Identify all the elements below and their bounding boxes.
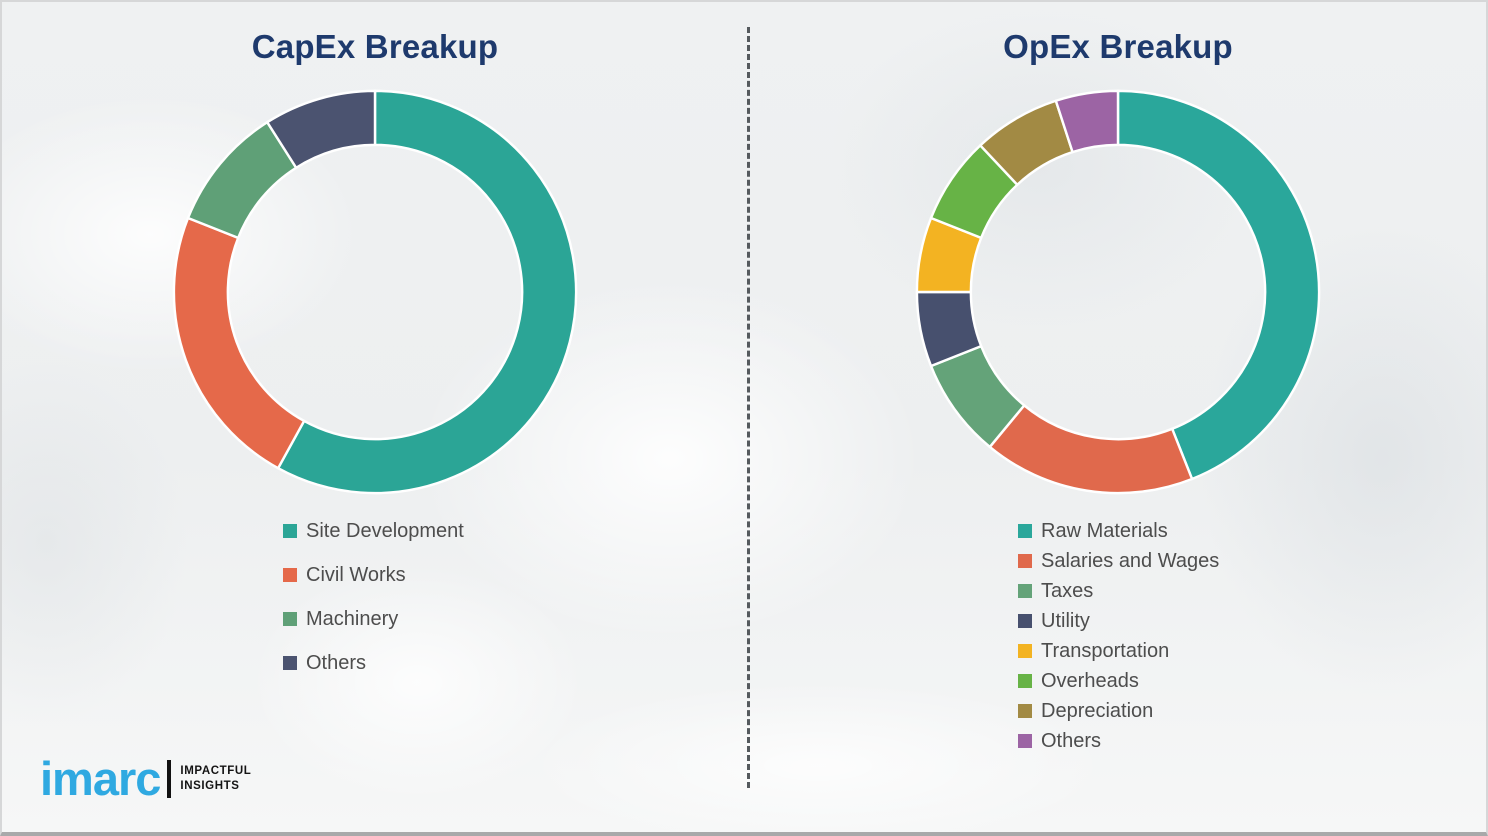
- legend-swatch: [1018, 674, 1032, 688]
- legend-label: Salaries and Wages: [1041, 549, 1220, 572]
- legend-item-salaries-and-wages: Salaries and Wages: [1018, 549, 1219, 573]
- donut-slice-others: [266, 89, 377, 169]
- legend-label: Taxes: [1041, 579, 1094, 602]
- legend-item-others: Others: [283, 651, 464, 675]
- legend-swatch: [283, 656, 297, 670]
- legend-label: Machinery: [306, 607, 399, 630]
- imarc-logo-text: imarc: [40, 752, 161, 805]
- legend-label: Depreciation: [1041, 699, 1154, 722]
- donut-slice-civil-works: [172, 216, 306, 470]
- legend-swatch: [1018, 584, 1032, 598]
- legend-label: Utility: [1041, 609, 1090, 632]
- legend-item-taxes: Taxes: [1018, 579, 1219, 603]
- legend-item-others: Others: [1018, 729, 1219, 753]
- legend-item-transportation: Transportation: [1018, 639, 1219, 663]
- tagline-line-1: IMPACTFUL: [180, 765, 252, 778]
- legend-item-civil-works: Civil Works: [283, 563, 464, 587]
- legend-label: Overheads: [1041, 669, 1139, 692]
- opex-donut-chart: [915, 89, 1321, 495]
- legend-swatch: [1018, 704, 1032, 718]
- opex-panel: OpEx Breakup Raw Materials Salaries and W…: [748, 2, 1486, 832]
- legend-label: Site Development: [306, 519, 464, 542]
- legend-swatch: [1018, 644, 1032, 658]
- legend-swatch: [283, 612, 297, 626]
- legend-swatch: [1018, 734, 1032, 748]
- capex-title: CapEx Breakup: [251, 28, 499, 65]
- legend-item-site-development: Site Development: [283, 519, 464, 543]
- legend-item-utility: Utility: [1018, 609, 1219, 633]
- legend-item-machinery: Machinery: [283, 607, 464, 631]
- tagline-line-2: INSIGHTS: [180, 779, 240, 792]
- donut-slice-raw-materials: [1116, 89, 1321, 481]
- legend-label: Others: [306, 651, 367, 674]
- capex-legend: Site Development Civil Works Machinery Othe…: [283, 519, 464, 695]
- divider-dashed-line: [747, 27, 750, 788]
- legend-swatch: [1018, 554, 1032, 568]
- legend-swatch: [1018, 524, 1032, 538]
- legend-item-depreciation: Depreciation: [1018, 699, 1219, 723]
- legend-label: Transportation: [1041, 639, 1170, 662]
- legend-swatch: [283, 524, 297, 538]
- donut-slice-others: [1054, 89, 1120, 154]
- legend-label: Others: [1041, 729, 1102, 752]
- legend-item-overheads: Overheads: [1018, 669, 1219, 693]
- capex-panel: CapEx Breakup Site Development Civil Work…: [2, 2, 748, 832]
- legend-label: Civil Works: [306, 563, 406, 586]
- imarc-logo-tagline: IMPACTFUL INSIGHTS: [180, 764, 251, 793]
- imarc-logo: imarc IMPACTFUL INSIGHTS: [40, 755, 251, 802]
- logo-divider-bar: [167, 759, 172, 798]
- donut-slice-salaries-and-wages: [988, 404, 1194, 495]
- legend-swatch: [1018, 614, 1032, 628]
- capex-donut-chart: [172, 89, 578, 495]
- opex-legend: Raw Materials Salaries and Wages Taxes Util…: [1018, 519, 1219, 759]
- legend-swatch: [283, 568, 297, 582]
- legend-item-raw-materials: Raw Materials: [1018, 519, 1219, 543]
- donut-slice-site-development: [276, 89, 578, 495]
- opex-title: OpEx Breakup: [1003, 28, 1233, 65]
- legend-label: Raw Materials: [1041, 519, 1168, 542]
